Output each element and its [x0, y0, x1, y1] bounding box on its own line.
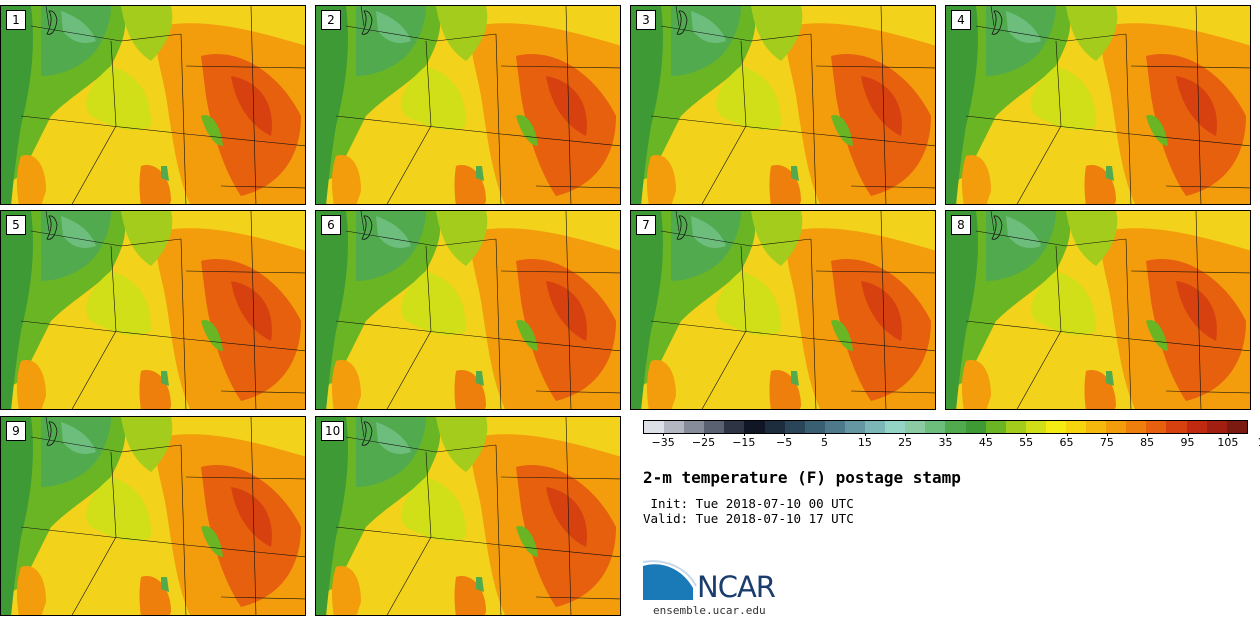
panel-number: 3 [636, 10, 656, 30]
temperature-map [946, 211, 1250, 409]
panel-number: 5 [6, 215, 26, 235]
colorbar-tick-mark [703, 433, 705, 436]
colorbar-tick-mark [1106, 433, 1108, 436]
colorbar-swatch [1146, 421, 1167, 433]
temperature-map [316, 211, 620, 409]
temperature-map [946, 6, 1250, 204]
panel-number: 10 [321, 421, 345, 441]
colorbar-tick-label: 35 [938, 436, 953, 449]
colorbar-tick-label: −5 [776, 436, 793, 449]
colorbar-swatch [744, 421, 765, 433]
colorbar-swatch [664, 421, 685, 433]
colorbar-ticks: −35 −25 −15 −5 5 15 25 35 45 55 65 75 85 95 105 115 [643, 433, 1260, 456]
colorbar-swatch [985, 421, 1006, 433]
postage-stamp-panel: 3 [630, 5, 936, 205]
colorbar-tick-label: 45 [978, 436, 993, 449]
colorbar-tick-mark [784, 433, 786, 436]
colorbar-tick-mark [945, 433, 947, 436]
colorbar-tick-label: 5 [821, 436, 828, 449]
temperature-map [316, 6, 620, 204]
postage-stamp-panel: 6 [315, 210, 621, 410]
colorbar-swatch [684, 421, 705, 433]
colorbar-tick-label: −25 [691, 436, 716, 449]
temperature-map [631, 6, 935, 204]
colorbar-tick-mark [905, 433, 907, 436]
postage-stamp-panel: 1 [0, 5, 306, 205]
temperature-map [1, 417, 305, 615]
colorbar-swatch [885, 421, 906, 433]
panel-number: 7 [636, 215, 656, 235]
panel-number: 9 [6, 421, 26, 441]
colorbar-swatch [965, 421, 986, 433]
colorbar-tick-mark [1147, 433, 1149, 436]
postage-stamp-panel: 2 [315, 5, 621, 205]
colorbar-swatch [925, 421, 946, 433]
colorbar-swatch [1025, 421, 1046, 433]
colorbar-swatch [784, 421, 805, 433]
colorbar-tick-mark [743, 433, 745, 436]
colorbar-tick-label: 105 [1217, 436, 1239, 449]
colorbar-tick-label: −35 [651, 436, 675, 449]
colorbar-swatch [865, 421, 886, 433]
postage-stamp-panel: 7 [630, 210, 936, 410]
colorbar-tick-mark [1227, 433, 1229, 436]
colorbar-swatch [1166, 421, 1187, 433]
colorbar-tick-label: 85 [1140, 436, 1155, 449]
colorbar-swatch [1086, 421, 1107, 433]
colorbar-swatch [1065, 421, 1087, 433]
colorbar-tick-label: −15 [732, 436, 756, 449]
postage-stamp-panel: 10 [315, 416, 621, 616]
panel-number: 8 [951, 215, 971, 235]
colorbar-swatch [764, 421, 785, 433]
colorbar-swatch [1106, 421, 1127, 433]
colorbar-tick-label: 95 [1180, 436, 1195, 449]
colorbar-tick-mark [864, 433, 866, 436]
colorbar-tick-mark [1187, 433, 1189, 436]
postage-stamp-panel: 8 [945, 210, 1251, 410]
ncar-logo-icon [643, 560, 697, 600]
colorbar-tick-mark [1026, 433, 1028, 436]
postage-stamp-panel: 9 [0, 416, 306, 616]
colorbar-tick-label: 15 [857, 436, 872, 449]
colorbar-tick-mark [824, 433, 826, 436]
colorbar-swatch [804, 421, 825, 433]
colorbar-tick-mark [985, 433, 987, 436]
colorbar-tick-mark [1066, 433, 1068, 436]
temperature-map [316, 417, 620, 615]
colorbar-swatch [1206, 421, 1227, 433]
colorbar-swatch [844, 421, 866, 433]
postage-stamp-panel: 5 [0, 210, 306, 410]
valid-time: Valid: Tue 2018-07-10 17 UTC [643, 511, 854, 526]
colorbar-swatch [724, 421, 745, 433]
colorbar-tick-label: 55 [1019, 436, 1034, 449]
colorbar-swatch [1186, 421, 1207, 433]
panel-number: 4 [951, 10, 971, 30]
colorbar [643, 420, 1248, 434]
panel-number: 1 [6, 10, 26, 30]
init-time: Init: Tue 2018-07-10 00 UTC [643, 496, 854, 511]
colorbar-swatch [1126, 421, 1147, 433]
colorbar-swatch [644, 421, 665, 433]
figure-title: 2-m temperature (F) postage stamp [643, 468, 961, 487]
colorbar-swatch [1005, 421, 1026, 433]
panel-number: 2 [321, 10, 341, 30]
colorbar-swatch [704, 421, 725, 433]
site-url: ensemble.ucar.edu [653, 604, 766, 617]
colorbar-tick-mark [663, 433, 665, 436]
colorbar-swatch [1045, 421, 1066, 433]
colorbar-tick-label: 75 [1099, 436, 1114, 449]
ncar-logo-text: NCAR [697, 570, 776, 604]
colorbar-swatch [1226, 421, 1247, 433]
panel-number: 6 [321, 215, 341, 235]
colorbar-tick-label: 25 [898, 436, 913, 449]
colorbar-swatch [905, 421, 926, 433]
colorbar-swatch [824, 421, 845, 433]
temperature-map [1, 6, 305, 204]
temperature-map [631, 211, 935, 409]
colorbar-swatch [945, 421, 966, 433]
colorbar-tick-label: 115 [1258, 436, 1260, 449]
postage-stamp-panel: 4 [945, 5, 1251, 205]
temperature-map [1, 211, 305, 409]
colorbar-tick-label: 65 [1059, 436, 1074, 449]
